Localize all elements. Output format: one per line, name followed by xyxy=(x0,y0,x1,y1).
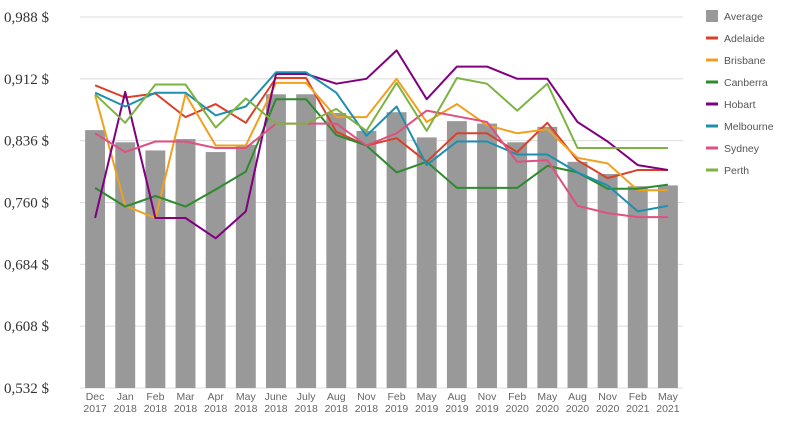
legend-label: Perth xyxy=(724,165,749,177)
x-tick-label: May 2020 xyxy=(536,391,560,415)
average-bar xyxy=(567,161,588,388)
x-tick-label: Apr 2018 xyxy=(204,391,228,415)
x-tick-label: May 2021 xyxy=(656,391,680,415)
x-tick-label: June 2018 xyxy=(264,391,288,415)
x-tick-label: Aug 2020 xyxy=(566,391,590,415)
average-bar xyxy=(416,137,437,388)
legend-swatch xyxy=(706,168,718,172)
legend-swatch xyxy=(706,102,718,106)
x-tick-label: Feb 2018 xyxy=(144,391,168,415)
legend-swatch xyxy=(706,124,718,128)
average-bar xyxy=(597,174,618,388)
y-tick-label: 0,760 $ xyxy=(4,196,50,212)
legend-label: Hobart xyxy=(724,99,756,111)
grid-lines xyxy=(80,16,683,389)
y-tick-label: 0,988 $ xyxy=(4,10,50,26)
x-tick-label: May 2019 xyxy=(415,391,439,415)
legend-label: Canberra xyxy=(724,77,768,89)
y-tick-label: 0,532 $ xyxy=(4,381,50,397)
average-bar xyxy=(627,186,648,388)
legend-swatch xyxy=(706,58,718,62)
y-tick-label: 0,608 $ xyxy=(4,319,50,335)
average-bar xyxy=(356,130,377,388)
x-tick-label: Feb 2019 xyxy=(385,391,409,415)
y-tick-label: 0,684 $ xyxy=(4,257,50,273)
average-bar xyxy=(235,144,256,388)
series-line-sydney xyxy=(94,109,668,219)
average-bars xyxy=(85,94,678,389)
legend: Average Adelaide Brisbane Canberra Hobart Mel… xyxy=(706,10,774,177)
x-tick-label: Nov 2020 xyxy=(596,391,620,415)
x-tick-label: Feb 2021 xyxy=(626,391,650,415)
legend-label: Brisbane xyxy=(724,55,766,67)
legend-label: Sydney xyxy=(724,143,760,155)
average-bar xyxy=(145,150,166,388)
series-line-melbourne xyxy=(94,71,669,213)
legend-swatch xyxy=(706,10,718,22)
x-tick-label: Aug 2018 xyxy=(325,391,349,415)
average-bar xyxy=(537,126,558,389)
average-bar xyxy=(296,94,317,389)
legend-label: Average xyxy=(724,11,763,23)
x-tick-label: Mar 2018 xyxy=(174,391,198,415)
average-bar xyxy=(657,185,678,388)
average-bar xyxy=(477,123,497,388)
average-bar xyxy=(205,152,226,388)
average-bar xyxy=(175,139,196,388)
average-bar xyxy=(85,130,106,388)
legend-swatch xyxy=(706,80,718,84)
y-axis-ticks: 0,532 $ 0,608 $ 0,684 $ 0,760 $ 0,836 $ 0,912… xyxy=(4,10,50,397)
average-bar xyxy=(326,113,347,388)
series-lines xyxy=(94,49,669,240)
x-tick-label: Jan 2018 xyxy=(114,391,138,415)
legend-label: Adelaide xyxy=(724,33,765,45)
legend-swatch xyxy=(706,36,718,40)
y-tick-label: 0,836 $ xyxy=(4,134,50,150)
legend-swatch xyxy=(706,146,718,150)
x-tick-label: Nov 2018 xyxy=(355,391,379,415)
x-tick-label: Dec 2017 xyxy=(83,391,107,415)
x-tick-label: Feb 2020 xyxy=(505,391,529,415)
average-bar xyxy=(446,121,467,388)
x-tick-label: July 2018 xyxy=(294,391,318,415)
series-line-hobart xyxy=(94,49,669,240)
average-bar xyxy=(507,142,528,388)
x-tick-label: May 2018 xyxy=(234,391,258,415)
legend-label: Melbourne xyxy=(724,121,774,133)
y-tick-label: 0,912 $ xyxy=(4,72,50,88)
average-bar xyxy=(266,94,286,389)
series-line-canberra xyxy=(94,98,669,208)
series-line-perth xyxy=(94,77,668,149)
series-line-brisbane xyxy=(94,77,668,219)
average-bar xyxy=(386,112,407,388)
x-tick-label: Aug 2019 xyxy=(445,391,469,415)
x-tick-label: Nov 2019 xyxy=(475,391,499,415)
